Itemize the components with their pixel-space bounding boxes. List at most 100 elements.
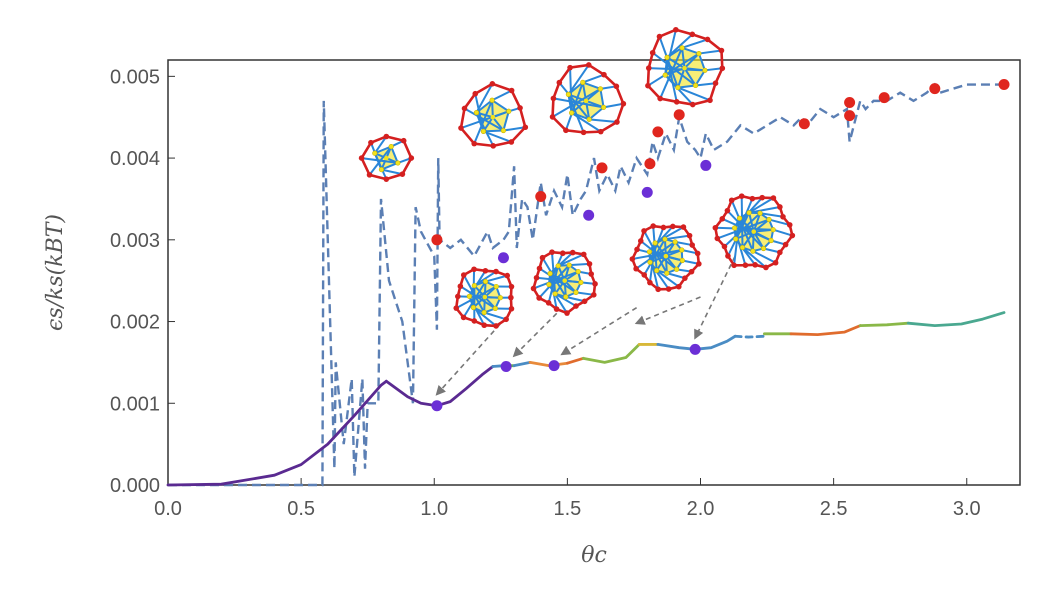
x-tick-label: 2.0	[687, 498, 715, 520]
mesh-vertex	[752, 262, 758, 268]
mesh-edge	[568, 93, 587, 102]
mesh-vertex	[552, 291, 558, 297]
mesh-vertex	[471, 318, 478, 324]
mesh-vertex	[489, 80, 496, 87]
mesh-structure-icon	[549, 62, 627, 136]
mesh-vertex	[736, 215, 743, 221]
mesh-edge	[748, 205, 781, 214]
y-tick-label: 0.003	[110, 230, 160, 252]
mesh-vertex	[567, 64, 573, 71]
mesh-vertex	[696, 50, 702, 57]
mesh-edge	[538, 267, 577, 294]
mesh-vertex	[680, 224, 687, 230]
mesh-edge	[681, 47, 686, 69]
mesh-structure-icon	[645, 26, 726, 108]
mesh-edge	[381, 168, 403, 176]
mesh-vertex	[480, 128, 487, 134]
mesh-vertex	[682, 275, 688, 281]
mesh-edge	[361, 157, 398, 164]
mesh-vertex	[466, 293, 472, 299]
red-data-point	[673, 109, 685, 121]
purple-data-point-lower	[431, 400, 443, 412]
mesh-vertex	[500, 127, 506, 134]
mesh-edge	[588, 106, 605, 121]
mesh-vertex	[388, 143, 394, 150]
mesh-edge	[563, 264, 571, 281]
mesh-edge	[483, 129, 504, 133]
mesh-edge	[649, 250, 667, 258]
mesh-edge	[565, 295, 585, 303]
mesh-edge	[585, 100, 591, 120]
mesh-vertex	[508, 283, 515, 290]
mesh-edge	[738, 217, 755, 233]
red-data-point	[844, 110, 856, 122]
mesh-vertex	[539, 254, 546, 261]
mesh-vertex	[641, 228, 647, 234]
mesh-vertex	[460, 272, 467, 278]
mesh-vertex	[489, 97, 495, 103]
mesh-edge	[684, 67, 706, 72]
mesh-vertex	[399, 171, 406, 177]
mesh-vertex	[493, 323, 499, 329]
mesh-vertex	[772, 259, 779, 266]
mesh-vertex	[536, 265, 543, 272]
mesh-edge	[751, 231, 755, 252]
mesh-edge	[664, 234, 690, 241]
mesh-vertex	[679, 247, 685, 253]
mesh-edge	[563, 280, 567, 297]
mesh-vertex	[656, 33, 663, 40]
mesh-edge	[475, 112, 485, 132]
mesh-vertex	[675, 283, 682, 290]
mesh-edge	[582, 81, 601, 90]
mesh-vertex	[497, 295, 503, 301]
x-tick-label: 3.0	[953, 498, 981, 520]
mesh-vertex	[770, 227, 776, 233]
mesh-vertex	[590, 292, 597, 298]
mesh-vertex	[536, 295, 542, 301]
mesh-vertex	[597, 86, 604, 92]
mesh-vertex	[760, 245, 767, 252]
mesh-vertex	[503, 316, 509, 323]
mesh-vertex	[580, 251, 587, 258]
annotation-arrow	[560, 306, 638, 356]
mesh-vertex	[786, 222, 793, 228]
mesh-vertex	[770, 195, 777, 201]
x-tick-label: 0.0	[154, 498, 182, 520]
mesh-edge	[502, 111, 510, 131]
mesh-vertex	[675, 84, 681, 91]
mesh-edge	[491, 89, 513, 102]
mesh-vertex	[508, 139, 515, 145]
mesh-edge	[558, 81, 590, 120]
mesh-edge	[381, 162, 399, 171]
mesh-vertex	[556, 79, 563, 86]
mesh-vertex	[759, 194, 765, 201]
annotation-arrow	[634, 296, 701, 325]
y-tick-label: 0.004	[110, 148, 160, 170]
red-data-point	[844, 97, 856, 108]
mesh-edge	[753, 218, 770, 233]
mesh-edge	[664, 256, 668, 274]
mesh-structure-icon	[629, 223, 702, 293]
mesh-edge	[683, 67, 697, 86]
mesh-vertex	[549, 114, 556, 120]
red-data-point	[644, 158, 656, 170]
mesh-edge	[390, 146, 399, 164]
mesh-vertex	[782, 241, 789, 248]
mesh-vertex	[588, 271, 595, 277]
mesh-vertex	[694, 250, 701, 257]
mesh-edge	[682, 259, 700, 265]
red-data-point	[535, 190, 547, 202]
mesh-edge	[665, 241, 676, 257]
mesh-vertex	[739, 244, 746, 251]
mesh-vertex	[563, 294, 569, 300]
mesh-vertex	[533, 274, 540, 281]
mesh-vertex	[482, 294, 488, 300]
mesh-edge	[491, 99, 510, 113]
mesh-vertex	[692, 82, 699, 89]
mesh-edge	[483, 311, 507, 321]
mesh-vertex	[689, 242, 696, 248]
red-data-point	[929, 83, 941, 95]
red-data-point	[878, 92, 890, 104]
red-data-point	[652, 126, 664, 138]
mesh-vertex	[358, 155, 365, 161]
